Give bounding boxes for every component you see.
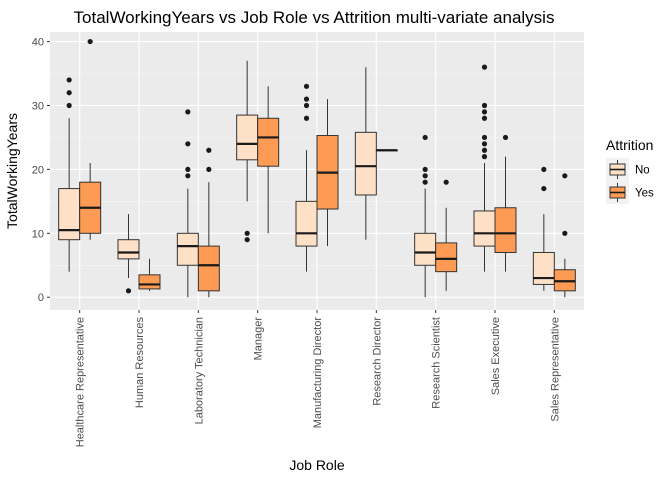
box-no-3: [236, 60, 259, 243]
box-no-6: [414, 134, 437, 298]
box-no-4: [295, 83, 318, 272]
box-body: [354, 131, 377, 196]
outlier-point: [185, 141, 191, 147]
legend-item-yes: Yes: [606, 181, 654, 204]
y-axis: 0 10 20 30 40: [32, 37, 50, 304]
box-yes-7: [494, 134, 517, 272]
outlier-point: [185, 173, 191, 179]
box-body: [494, 207, 517, 253]
outlier-point: [206, 166, 212, 173]
box-yes-2: [197, 147, 220, 298]
outlier-point: [562, 173, 568, 179]
outlier-point: [443, 179, 449, 185]
outlier-point: [481, 115, 488, 121]
box-no-2: [176, 109, 199, 298]
y-tick-label: 10: [32, 228, 44, 240]
outlier-point: [87, 38, 93, 45]
legend: Attrition No Yes: [606, 137, 654, 204]
x-tick-label: Human Resources: [134, 317, 146, 409]
x-tick-label: Research Scientist: [431, 317, 443, 409]
box-no-5: [354, 67, 377, 240]
chart-title: TotalWorkingYears vs Job Role vs Attriti…: [74, 8, 555, 27]
outlier-point: [185, 109, 191, 115]
y-tick-label: 40: [32, 37, 44, 49]
outlier-point: [244, 237, 250, 243]
outlier-point: [422, 179, 428, 185]
outlier-point: [125, 288, 132, 294]
outlier-point: [244, 230, 250, 236]
box-yes-3: [257, 86, 280, 234]
outlier-point: [481, 64, 488, 70]
x-tick-label: Manager: [253, 317, 265, 361]
box-body: [295, 200, 318, 247]
outlier-point: [66, 102, 72, 109]
box-yes-8: [553, 173, 576, 298]
outlier-point: [422, 134, 428, 141]
x-axis-title: Job Role: [289, 457, 344, 473]
box-body: [532, 251, 555, 285]
box-body: [257, 117, 280, 167]
outlier-point: [303, 83, 310, 89]
box-series: [58, 38, 576, 298]
x-tick-label: Healthcare Representative: [75, 317, 87, 447]
legend-label: No: [635, 165, 650, 177]
x-tick-label: Manufacturing Director: [312, 317, 324, 429]
outlier-point: [481, 109, 488, 115]
x-tick-label: Sales Executive: [490, 317, 502, 395]
outlier-point: [422, 173, 428, 179]
box-no-1: [117, 214, 140, 294]
box-yes-5: [375, 149, 398, 152]
x-tick-label: Research Director: [371, 317, 383, 406]
outlier-point: [502, 134, 509, 141]
x-tick-label: Sales Representative: [549, 317, 561, 422]
outlier-point: [481, 102, 488, 109]
outlier-point: [206, 147, 212, 153]
box-body: [473, 210, 496, 247]
box-no-0: [58, 77, 81, 272]
outlier-point: [541, 185, 547, 192]
box-no-8: [532, 166, 555, 291]
outlier-point: [481, 134, 488, 141]
box-yes-4: [316, 99, 339, 247]
box-body: [414, 232, 437, 266]
y-tick-label: 20: [32, 164, 44, 176]
y-tick-label: 0: [38, 292, 44, 304]
box-yes-6: [435, 179, 458, 291]
outlier-point: [303, 102, 310, 109]
outlier-point: [481, 154, 488, 160]
box-body: [138, 274, 161, 290]
box-body: [176, 232, 199, 266]
outlier-point: [303, 96, 310, 102]
y-tick-label: 30: [32, 100, 44, 112]
outlier-point: [303, 115, 310, 121]
y-axis-title: TotalWorkingYears: [4, 113, 20, 229]
outlier-point: [66, 90, 72, 96]
box-yes-0: [79, 38, 102, 240]
outlier-point: [185, 166, 191, 173]
outlier-point: [66, 77, 72, 83]
outlier-point: [541, 166, 547, 173]
box-body: [58, 188, 81, 241]
legend-title: Attrition: [606, 137, 653, 153]
x-axis: Healthcare Representative Human Resources…: [75, 310, 561, 447]
x-tick-label: Laboratory Technician: [193, 317, 205, 424]
box-body: [197, 245, 220, 292]
outlier-point: [481, 141, 488, 147]
outlier-point: [422, 166, 428, 173]
box-body: [236, 114, 259, 161]
outlier-point: [562, 230, 568, 236]
legend-label: Yes: [635, 188, 654, 200]
legend-item-no: No: [606, 158, 650, 181]
box-yes-1: [138, 258, 161, 291]
box-body: [117, 239, 140, 260]
box-body: [435, 242, 458, 273]
box-no-7: [473, 64, 496, 272]
outlier-point: [481, 147, 488, 153]
